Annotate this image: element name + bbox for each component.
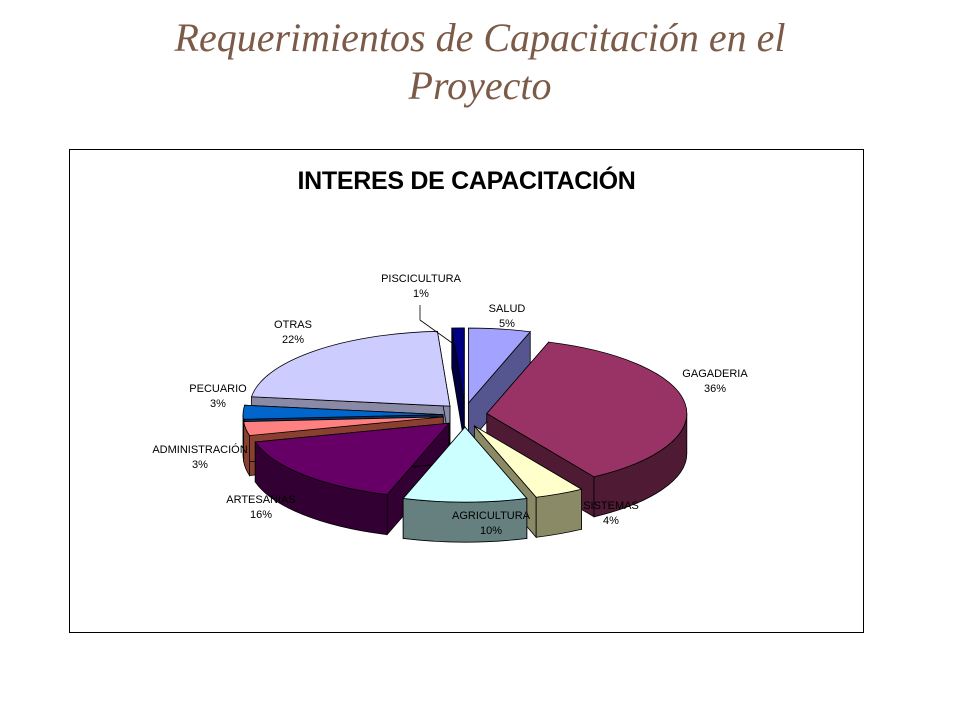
data-label-value: 3% xyxy=(210,398,226,410)
data-label-name: ARTESANIAS xyxy=(226,494,296,506)
slice-top-face xyxy=(254,422,450,496)
slice-agricultura xyxy=(402,426,528,543)
data-label-value: 22% xyxy=(282,334,304,346)
data-label-pecuario: PECUARIO 3% xyxy=(189,383,247,410)
data-label-name: ADMINISTRACIÓN xyxy=(152,443,247,456)
data-label-piscicultura: PISCICULTURA 1% xyxy=(381,273,462,300)
data-label-value: 10% xyxy=(480,525,502,537)
data-label-value: 5% xyxy=(499,318,515,330)
data-label-value: 16% xyxy=(250,509,272,521)
data-label-name: OTRAS xyxy=(274,319,312,331)
slide-title: Requerimientos de Capacitación en el Pro… xyxy=(0,14,960,110)
pisicultura-leader-line xyxy=(419,305,456,346)
data-label-value: 36% xyxy=(704,383,726,395)
data-label-name: AGRICULTURA xyxy=(452,510,531,522)
data-label-name: PISCICULTURA xyxy=(381,273,462,285)
data-label-otras: OTRAS 22% xyxy=(274,319,312,346)
data-label-name: GAGADERIA xyxy=(682,368,748,380)
chart-frame xyxy=(69,149,864,633)
data-label-value: 4% xyxy=(603,515,619,527)
data-label-value: 1% xyxy=(413,288,429,300)
slide-title-line2: Proyecto xyxy=(408,63,552,108)
data-label-sistemas: SISTEMAS 4% xyxy=(583,500,639,527)
data-label-name: SALUD xyxy=(489,303,526,315)
slice-salud xyxy=(468,327,532,445)
slice-top-face xyxy=(242,404,444,420)
data-label-name: SISTEMAS xyxy=(583,500,639,512)
slice-top-face xyxy=(250,330,451,407)
data-label-name: PECUARIO xyxy=(189,383,247,395)
slide-title-line1: Requerimientos de Capacitación en el xyxy=(174,15,786,60)
slice-top-face xyxy=(468,327,532,405)
data-label-artesanias: ARTESANIAS 16% xyxy=(226,494,296,521)
slice-top-face xyxy=(474,425,583,498)
data-label-gagaderia: GAGADERIA 36% xyxy=(682,368,748,395)
data-label-value: 3% xyxy=(192,459,208,471)
data-label-administracion: ADMINISTRACIÓN 3% xyxy=(152,443,247,471)
slice-piscicultura xyxy=(451,327,465,443)
slice-artesanias xyxy=(254,422,450,536)
chart-title: INTERES DE CAPACITACIÓN xyxy=(297,167,636,195)
slice-top-face xyxy=(486,341,688,478)
slice-top-face xyxy=(243,416,444,436)
data-label-salud: SALUD 5% xyxy=(489,303,526,330)
slice-top-face xyxy=(402,426,528,503)
slice-top-face xyxy=(451,327,465,403)
data-label-agricultura: AGRICULTURA 10% xyxy=(452,510,531,537)
